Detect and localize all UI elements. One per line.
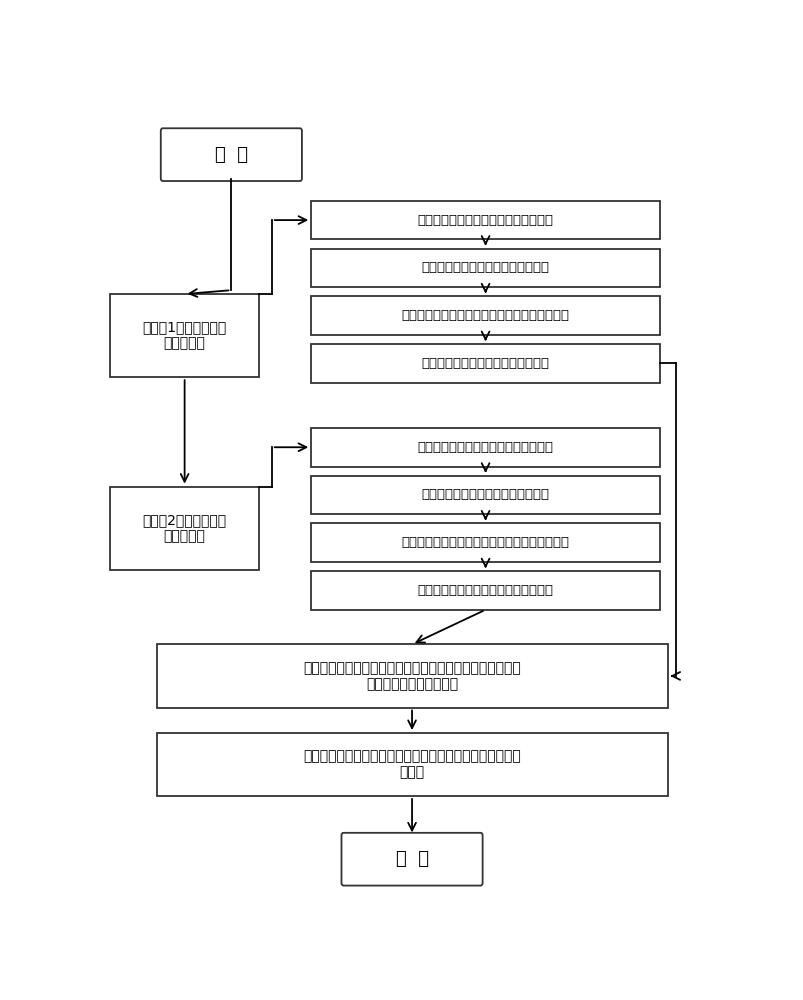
FancyBboxPatch shape [161, 128, 302, 181]
FancyBboxPatch shape [311, 249, 659, 287]
Text: 开  始: 开 始 [214, 146, 247, 164]
FancyBboxPatch shape [110, 294, 259, 377]
Text: 发送第1列服从泊松分
布的探测包: 发送第1列服从泊松分 布的探测包 [142, 320, 226, 351]
Text: 获取探测包到达接收主机的接收时间: 获取探测包到达接收主机的接收时间 [421, 488, 549, 501]
FancyBboxPatch shape [311, 523, 659, 562]
Text: 建立理论最小时延值、测量最小时延值、探测包大小、传输
时延值之间的函数关系式: 建立理论最小时延值、测量最小时延值、探测包大小、传输 时延值之间的函数关系式 [303, 661, 520, 691]
Text: 获取探测包在发送主机的发送起始时间: 获取探测包在发送主机的发送起始时间 [417, 441, 553, 454]
FancyBboxPatch shape [311, 296, 659, 335]
FancyBboxPatch shape [311, 201, 659, 239]
Text: 获取应答包返回发送主机的接收时间: 获取应答包返回发送主机的接收时间 [421, 357, 549, 370]
FancyBboxPatch shape [311, 476, 659, 514]
Text: 发送第2列服从泊松分
布的探测包: 发送第2列服从泊松分 布的探测包 [142, 513, 226, 543]
Text: 获取探测包在发送主机的发送起始时间: 获取探测包在发送主机的发送起始时间 [417, 214, 553, 227]
FancyBboxPatch shape [311, 571, 659, 610]
Text: 获取探测包到达接收主机的接收时间: 获取探测包到达接收主机的接收时间 [421, 261, 549, 274]
FancyBboxPatch shape [157, 644, 666, 708]
Text: 获取应答包返回发送主机的到接收时间: 获取应答包返回发送主机的到接收时间 [417, 584, 553, 597]
FancyBboxPatch shape [311, 428, 659, 467]
Text: 获取接收主机向发送主机返回应答包的发送时间: 获取接收主机向发送主机返回应答包的发送时间 [401, 309, 569, 322]
FancyBboxPatch shape [341, 833, 482, 886]
Text: 联立方程，约减方程变量，求得端系统间时钟偏差，实现时
钟同步: 联立方程，约减方程变量，求得端系统间时钟偏差，实现时 钟同步 [303, 749, 520, 780]
FancyBboxPatch shape [311, 344, 659, 383]
FancyBboxPatch shape [110, 487, 259, 570]
Text: 获取接收主机向发送主机返回应答包的发送时间: 获取接收主机向发送主机返回应答包的发送时间 [401, 536, 569, 549]
Text: 结  束: 结 束 [395, 850, 428, 868]
FancyBboxPatch shape [157, 733, 666, 796]
